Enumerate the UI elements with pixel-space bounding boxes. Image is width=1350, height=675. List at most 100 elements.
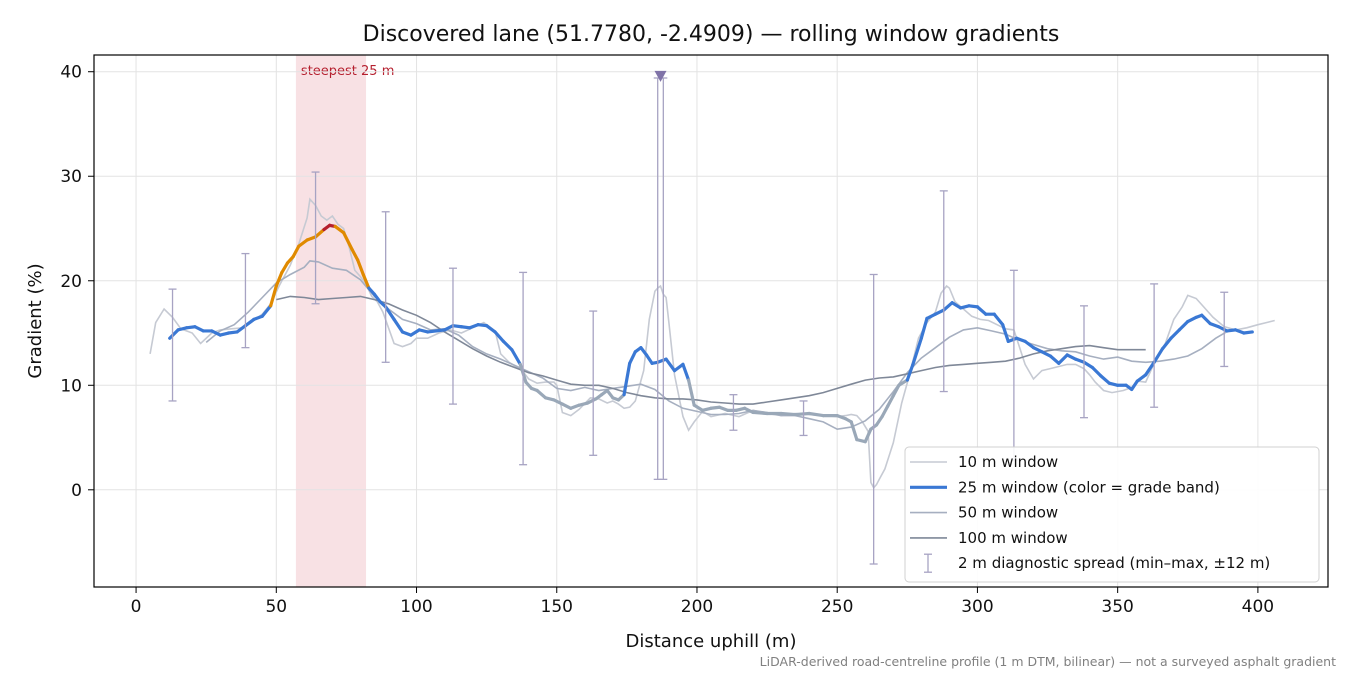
series-25m-segment [1169,328,1181,340]
legend-box [904,446,1320,583]
series-25m-segment [168,328,180,340]
series-25m-segment [1130,379,1139,392]
legend-label: 25 m window (color = grade band) [958,478,1220,496]
series-25m-segment [291,244,301,259]
errorbar [939,190,948,393]
errorbar [1220,291,1229,368]
series-25m-segment [880,404,890,419]
series-25m-segment [1023,339,1036,350]
series-25m-segment [992,312,1005,327]
series-25m-segment [493,330,506,343]
series-25m-segment [313,227,326,239]
series-25m-segment [874,415,884,427]
x-tick-label: 200 [681,597,713,617]
y-tick-label: 20 [60,272,82,292]
chart-title: Discovered lane (51.7780, -2.4909) — rol… [363,22,1060,47]
errorbar [311,171,320,305]
series-25m-segment [919,316,929,340]
series-25m-segment [1160,336,1173,351]
series-25m-segment [1099,374,1111,385]
legend-label: 100 m window [958,529,1068,547]
steepest-band [295,55,367,587]
x-tick-label: 100 [400,597,432,617]
series-25m-segment [260,304,273,318]
series-25m-segment [269,284,278,308]
errorbar [519,271,528,466]
series-25m-segment [622,361,632,397]
series-25m-segment [911,336,923,366]
errorbar [869,273,878,565]
series-25m-segment [356,258,365,277]
series-25m-segment [243,317,256,328]
legend-item: 25 m window (color = grade band) [910,478,1220,496]
errorbar [1009,269,1018,462]
legend-label: 10 m window [958,453,1058,471]
series-25m-segment [886,394,895,408]
errorbar [653,77,662,480]
series-25m-segment [897,378,909,387]
legend-label: 2 m diagnostic spread (min–max, ±12 m) [958,554,1270,572]
errorbar [448,267,457,405]
errorbar [799,400,808,437]
y-tick-label: 40 [60,63,82,83]
x-tick-label: 350 [1101,597,1133,617]
legend-item: 100 m window [910,529,1068,547]
errorbar [241,252,250,349]
series-25m-segment [274,270,284,288]
series-25m-segment [1048,354,1061,365]
series-25m-segment [361,272,371,290]
errorbar [1150,283,1159,408]
series-25m-segment [342,231,354,252]
series-25m-segment [863,427,873,444]
x-tick-label: 50 [265,597,287,617]
series-25m-segment [1177,319,1190,332]
legend: 10 m window 25 m window (color = grade ba… [904,446,1320,583]
legend-item: 2 m diagnostic spread (min–max, ±12 m) [924,553,1270,573]
y-tick-label: 0 [71,481,82,501]
series-25m-segment [942,301,954,312]
errorbar [659,77,668,480]
series-25m-segment [1152,347,1165,364]
errorbar [381,211,390,363]
series-25m-segment [1001,323,1010,343]
series-25m-segment [1200,313,1212,326]
x-tick-label: 400 [1242,597,1274,617]
series-25m-segment [628,350,637,365]
series-25m-segment [485,324,497,334]
legend-label: 50 m window [958,504,1058,522]
series-10m-line [149,197,1275,490]
peak-marker [654,70,667,82]
series-25m-segment [235,324,248,334]
series-100m-line [276,295,1146,405]
series-25m-segment [333,224,346,235]
series-25m-segment [297,238,309,248]
legend-item: 10 m window [910,453,1058,471]
series-25m-segment [672,362,685,373]
footnote: LiDAR-derived road-centreline profile (1… [759,654,1336,669]
series-25m-segment [1090,365,1103,378]
series-25m-segment [1242,330,1254,335]
x-tick-label: 0 [131,597,142,617]
series-25m-segment [692,403,705,412]
series-25m-segment [751,410,769,416]
series-25m-segment [1135,373,1148,383]
x-tick-label: 150 [541,597,573,617]
x-tick-label: 300 [961,597,993,617]
series-25m-segment [409,328,421,337]
series-25m-segment [1082,360,1095,370]
series-25m-segment [501,339,514,352]
y-tick-label: 30 [60,167,82,187]
errorbar [729,394,738,431]
series-25m-segment [950,301,963,310]
series-25m-segment [686,378,696,407]
series-25m-segment [392,317,405,334]
series-25m-segment [510,348,522,366]
series-25m-segment [1144,360,1156,377]
series-25m-segment [664,357,677,373]
series-25m-segment [350,247,360,262]
errorbar [168,288,177,402]
series-25m-segment [905,362,915,382]
series-25m-segment [793,411,811,417]
series-25m-segment [891,383,901,398]
y-axis-label: Gradient (%) [25,263,46,378]
